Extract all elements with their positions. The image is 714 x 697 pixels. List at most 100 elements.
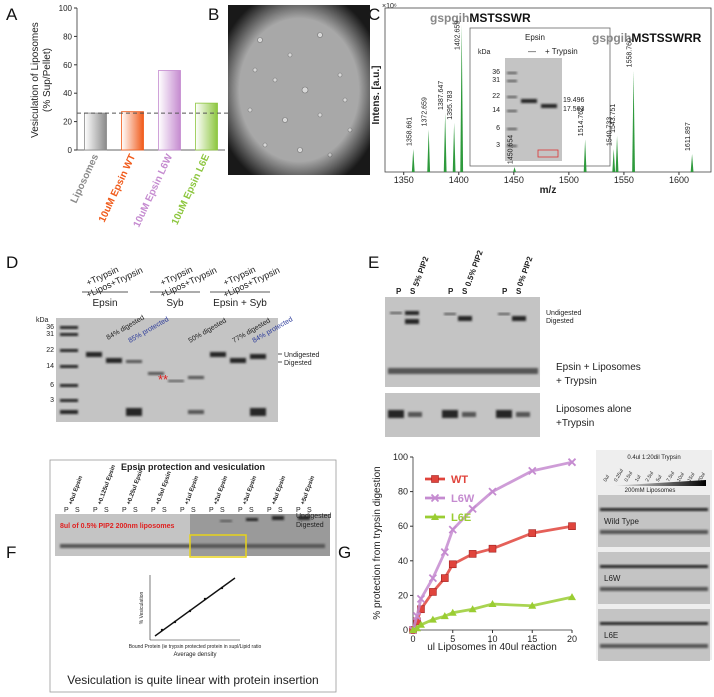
y-axis-label: Intens. [a.u.] bbox=[371, 66, 382, 125]
inset-x-label: Average density bbox=[174, 652, 217, 658]
marker bbox=[528, 529, 537, 537]
marker bbox=[528, 601, 537, 609]
marker bbox=[431, 513, 439, 520]
x-tick-label: 0 bbox=[410, 634, 415, 644]
peak bbox=[460, 24, 464, 173]
peak bbox=[513, 167, 516, 172]
marker-label: 31 bbox=[492, 77, 500, 84]
gel-caption: Epsin + Liposomes bbox=[556, 362, 641, 373]
bar bbox=[84, 112, 107, 151]
peak bbox=[583, 139, 587, 172]
x-tick-label: 1500 bbox=[559, 175, 579, 185]
peak bbox=[615, 135, 619, 172]
lane-label: 2.5ul bbox=[645, 471, 656, 483]
inset-unit: kDa bbox=[478, 49, 491, 56]
bar bbox=[195, 102, 218, 151]
y-tick-label: 60 bbox=[63, 61, 72, 70]
band-label: Undigested bbox=[284, 352, 320, 359]
legend-label: WT bbox=[451, 474, 468, 486]
inset-title: Epsin bbox=[525, 33, 545, 42]
y-axis-label: Vesiculation of Liposomes bbox=[30, 22, 41, 138]
marker bbox=[568, 522, 576, 531]
marker-label: 6 bbox=[50, 382, 54, 389]
lane-label: P bbox=[448, 287, 454, 296]
marker-label: 36 bbox=[492, 69, 500, 76]
lane-letter: P bbox=[151, 507, 156, 514]
peak-label: 1558.760 bbox=[627, 38, 634, 67]
peak bbox=[443, 112, 447, 172]
gel-caption: Liposomes alone bbox=[556, 404, 632, 415]
band-label: Undigested bbox=[546, 310, 582, 317]
x-tick-label: 5 bbox=[450, 634, 455, 644]
gel-e bbox=[385, 297, 540, 437]
lane-label: P bbox=[396, 287, 402, 296]
lane-label: 7.5ul bbox=[666, 471, 677, 483]
marker-label: 36 bbox=[46, 324, 54, 331]
y-axis-label: % protection from trypsin digestion bbox=[372, 466, 383, 619]
marker bbox=[440, 612, 449, 620]
marker-label: 31 bbox=[46, 331, 54, 338]
panel-letter: B bbox=[208, 5, 219, 24]
marker bbox=[431, 475, 439, 483]
peak-label: 1540.733 bbox=[607, 117, 614, 146]
marker bbox=[568, 593, 576, 601]
gel-header: 200mM Liposomes bbox=[625, 488, 676, 494]
marker-label: 22 bbox=[46, 347, 54, 354]
peak bbox=[427, 129, 431, 172]
x-tick-label: 20 bbox=[567, 634, 577, 644]
marker bbox=[488, 544, 497, 553]
inset-gel bbox=[469, 27, 611, 167]
marker bbox=[440, 574, 449, 582]
em-image bbox=[228, 5, 370, 175]
lane-label: 10ul bbox=[676, 472, 686, 483]
peak bbox=[690, 153, 694, 172]
y-axis-label: (% Sup/Pellet) bbox=[42, 48, 53, 112]
y-tick-label: 0 bbox=[68, 146, 73, 155]
marker bbox=[448, 525, 457, 534]
panel-f-frame bbox=[49, 459, 337, 693]
asterisks: ** bbox=[158, 372, 168, 387]
marker-label: 14 bbox=[492, 107, 500, 114]
marker bbox=[430, 493, 440, 503]
marker bbox=[428, 573, 438, 583]
inset-y-label: % Vesiculation bbox=[139, 592, 145, 625]
peak-label: 1387.647 bbox=[438, 81, 445, 110]
marker-label: 14 bbox=[46, 363, 54, 370]
inset-x-label: Bound Protein (ie trypsin protected prot… bbox=[129, 644, 262, 650]
marker bbox=[440, 548, 449, 557]
x-tick-label: 1350 bbox=[394, 175, 414, 185]
gel-caption: +Trypsin bbox=[556, 418, 594, 429]
y-tick-label: 40 bbox=[398, 556, 408, 566]
legend-label: L6E bbox=[451, 512, 471, 524]
peak-label: 1395.783 bbox=[447, 90, 454, 119]
gel-caption: + Trypsin bbox=[556, 376, 597, 387]
marker bbox=[468, 605, 477, 613]
marker-label: 6 bbox=[496, 125, 500, 132]
lane-letter: S bbox=[307, 507, 312, 514]
lane-label: S bbox=[516, 287, 522, 296]
x-tick-label: 15 bbox=[527, 634, 537, 644]
y-tick-label: 0 bbox=[403, 625, 408, 635]
lane-label: 0.5ul bbox=[624, 471, 635, 483]
x-axis-label: ul Liposomes in 40ul reaction bbox=[427, 642, 557, 653]
lane-letter: S bbox=[278, 507, 283, 514]
x-tick-label: 10 bbox=[487, 634, 497, 644]
panel-letter: E bbox=[368, 253, 379, 272]
lane-letter: S bbox=[249, 507, 254, 514]
peak bbox=[411, 149, 415, 172]
peptide-label: gspgihMSTSSWR bbox=[430, 11, 531, 25]
peak bbox=[452, 122, 456, 172]
y-tick-label: 60 bbox=[398, 521, 408, 531]
peak-label: 1358.661 bbox=[406, 117, 413, 146]
inset-lane-label: — bbox=[528, 47, 536, 56]
marker bbox=[528, 466, 537, 475]
inset-lane-label: + Trypsin bbox=[545, 47, 578, 56]
gel-d bbox=[56, 291, 282, 422]
gel-unit: kDa bbox=[36, 317, 49, 324]
peak-label: 1450.654 bbox=[508, 135, 515, 164]
panel-letter: F bbox=[6, 543, 16, 562]
marker bbox=[488, 487, 497, 496]
panel-letter: C bbox=[368, 5, 380, 24]
lane-letter: S bbox=[220, 507, 225, 514]
